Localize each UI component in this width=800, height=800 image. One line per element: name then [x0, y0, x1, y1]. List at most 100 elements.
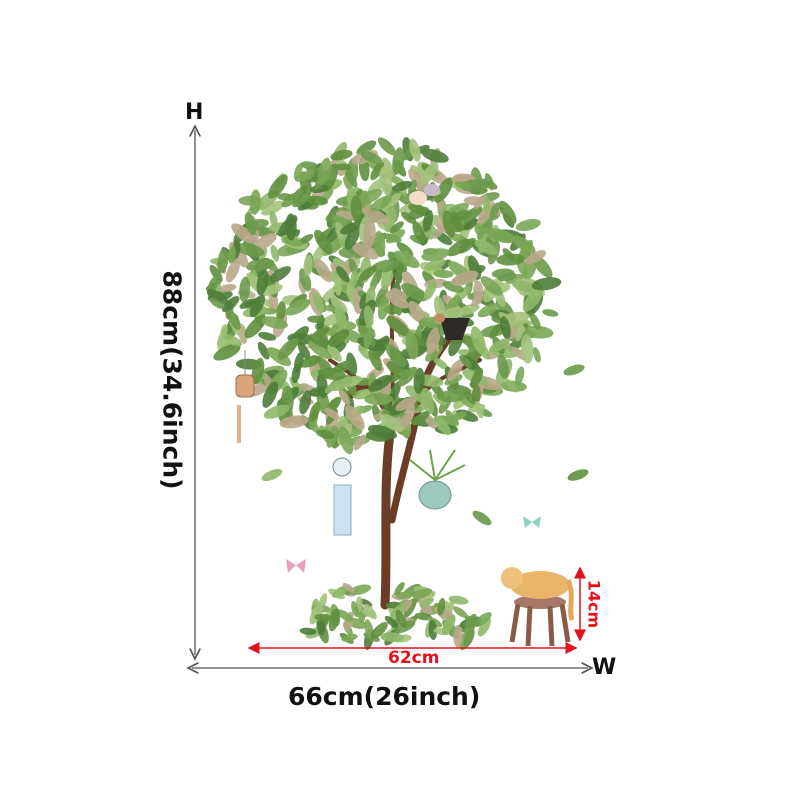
leaf [285, 298, 311, 316]
leaf [419, 597, 434, 608]
leaf [480, 276, 503, 296]
leaf [277, 338, 298, 360]
leaf [460, 179, 490, 192]
leaf [330, 149, 353, 161]
leaf [542, 309, 559, 317]
leaf [231, 223, 256, 244]
leaf [338, 389, 351, 406]
leaf [377, 295, 390, 320]
leaf [338, 426, 354, 455]
leaf [377, 137, 396, 156]
leaf [405, 331, 419, 360]
leaf [228, 245, 236, 264]
leaf [524, 250, 547, 265]
cat-on-stool [501, 567, 575, 647]
leaf [262, 381, 279, 408]
leaf [328, 329, 349, 347]
leaf [392, 147, 405, 175]
leaf [451, 270, 479, 287]
wind-chime [332, 457, 352, 536]
leaf [385, 229, 406, 244]
leaf [412, 410, 430, 426]
leaf [412, 221, 426, 244]
leaf [316, 429, 336, 440]
leaf [401, 283, 428, 302]
leaf [270, 244, 280, 262]
leaf [349, 584, 372, 596]
leaf [294, 352, 304, 373]
leaf [344, 405, 365, 430]
leaf [227, 310, 241, 330]
leaf [360, 151, 383, 164]
leaf [209, 297, 225, 309]
leaf [334, 305, 347, 329]
leaf [344, 225, 361, 250]
leaf [239, 298, 257, 309]
leaf [239, 276, 251, 303]
leaf [213, 343, 241, 361]
leaf [363, 330, 372, 349]
leaf [451, 210, 469, 222]
leaf [261, 316, 288, 329]
leaf [489, 202, 500, 219]
leaf [419, 162, 439, 185]
leaf [350, 270, 358, 288]
leaf [340, 222, 361, 235]
leaf [263, 404, 290, 419]
leaf [353, 434, 366, 451]
leaf [567, 469, 589, 481]
leaf [563, 364, 585, 376]
leaf [384, 615, 398, 628]
leaf [312, 327, 330, 338]
leaf [314, 613, 332, 621]
leaf [518, 239, 534, 261]
leaf [350, 195, 363, 222]
leaf [386, 316, 410, 337]
leaf [335, 221, 345, 240]
leaf [512, 280, 538, 293]
leaf [330, 296, 348, 313]
leaf [433, 415, 451, 436]
leaf [324, 407, 340, 420]
leaf [317, 157, 331, 185]
leaf [421, 248, 450, 262]
leaf [299, 355, 322, 368]
leaf [379, 413, 404, 432]
leaf [421, 148, 449, 163]
leaf [279, 415, 309, 429]
leaf [497, 354, 509, 379]
leaf [424, 258, 446, 271]
leaf [285, 213, 297, 241]
leaf [408, 203, 430, 216]
leaf [276, 300, 286, 323]
leaf [464, 615, 481, 627]
birds [409, 184, 440, 205]
leaf [395, 609, 407, 628]
leaf [244, 315, 267, 339]
leaf [217, 248, 229, 274]
leaf [395, 396, 417, 412]
leaf [496, 253, 525, 266]
leaf [531, 277, 562, 291]
leaf [389, 221, 404, 234]
leaf [256, 269, 269, 296]
leaf [392, 180, 413, 192]
leaf [464, 218, 478, 231]
leaf [515, 218, 541, 232]
leaf [305, 195, 329, 206]
leaf [314, 258, 333, 283]
leaf [347, 157, 359, 185]
leaf [474, 400, 484, 419]
hanging-plant-pot [409, 449, 466, 510]
leaf [308, 339, 334, 360]
leaf [257, 341, 270, 360]
leaf [491, 268, 515, 279]
leaf [447, 359, 464, 382]
leaf [235, 242, 265, 257]
leaf [532, 347, 541, 363]
leaf [356, 140, 377, 155]
leaf [317, 367, 346, 381]
stool-height-label: 14cm [584, 579, 604, 629]
leaf [308, 333, 331, 349]
